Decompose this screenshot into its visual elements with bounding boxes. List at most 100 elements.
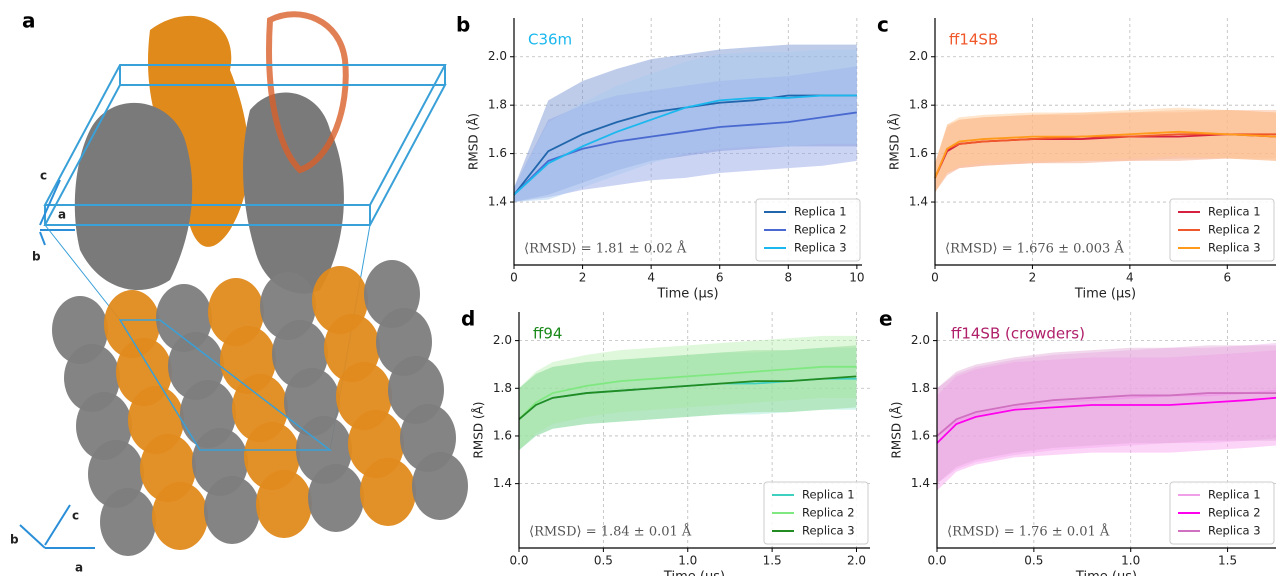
y-tick-label: 1.6 <box>909 146 928 160</box>
axis-line <box>513 18 862 266</box>
y-tick-label: 1.8 <box>909 98 928 112</box>
x-tick-label: 4 <box>1126 271 1134 285</box>
x-tick-label: 4 <box>647 271 655 285</box>
x-axis-label: Time (μs) <box>1075 570 1137 576</box>
y-axis-label: RMSD (Å) <box>889 402 904 459</box>
axis-label: c <box>72 509 79 523</box>
x-tick-label: 2 <box>579 271 587 285</box>
chart: e 1.4 1.6 1.8 2.0 0.0 0.5 1.0 1.5 ff14SB (crowder… <box>879 307 1277 576</box>
axis-label: a <box>75 561 83 575</box>
protein-top: c a b <box>32 11 447 451</box>
axis-line <box>934 18 1276 266</box>
chart: c 1.4 1.6 1.8 2.0 0 2 4 6 ff14SB ⟨RMSD⟩ = 1.676 ± … <box>877 13 1277 302</box>
chart-title: C36m <box>528 31 572 49</box>
legend-label: Replica 2 <box>802 506 855 520</box>
y-tick-label: 2.0 <box>911 333 930 347</box>
chart-title: ff94 <box>533 325 562 343</box>
error-band <box>935 107 1276 193</box>
y-tick-label: 1.6 <box>488 146 507 160</box>
legend-label: Replica 3 <box>1208 524 1261 538</box>
x-axis-label: Time (μs) <box>663 570 725 576</box>
axis-label: b <box>10 533 19 547</box>
axis-label: b <box>32 250 41 264</box>
chart: d 1.4 1.6 1.8 2.0 0.0 0.5 1.0 1.5 2.0 ff94 ⟨RMSD⟩ =… <box>461 307 870 576</box>
axis-label: c <box>40 169 47 183</box>
orange-protein <box>148 15 249 247</box>
series-line <box>934 130 1277 179</box>
axis-line <box>936 312 1276 549</box>
gray-protein <box>243 92 344 294</box>
y-tick-label: 2.0 <box>909 49 928 63</box>
x-tick-label: 0.5 <box>594 554 613 568</box>
chart: b 1.4 1.6 1.8 2.0 0 2 4 6 8 10 C36m ⟨RMSD⟩ = 1.81 ± … <box>456 13 864 302</box>
y-axis-label: RMSD (Å) <box>466 113 481 170</box>
legend-box <box>755 198 861 262</box>
legend-label: Replica 1 <box>794 205 847 219</box>
error-band <box>937 345 1276 484</box>
orange-protein <box>256 470 312 538</box>
x-tick-label: 2 <box>1029 271 1037 285</box>
axis-arrows <box>19 504 95 549</box>
error-band <box>935 110 1276 193</box>
legend-label: Replica 3 <box>802 524 855 538</box>
annotation: ⟨RMSD⟩ = 1.84 ± 0.01 Å <box>529 524 692 540</box>
error-band <box>514 44 857 203</box>
legend-label: Replica 3 <box>1208 241 1261 255</box>
legend-label: Replica 3 <box>794 241 847 255</box>
y-tick-label: 1.8 <box>488 98 507 112</box>
chart-title: ff14SB <box>949 31 998 49</box>
series-line <box>518 375 857 420</box>
axis-label: a <box>58 208 66 222</box>
x-tick-label: 6 <box>1223 271 1231 285</box>
panel-label: e <box>879 307 893 331</box>
error-band <box>935 110 1276 193</box>
chart-title: ff14SB (crowders) <box>951 325 1085 343</box>
x-tick-label: 0 <box>931 271 939 285</box>
legend-label: Replica 1 <box>1208 205 1261 219</box>
x-tick-label: 6 <box>716 271 724 285</box>
legend-label: Replica 2 <box>1208 223 1261 237</box>
legend-box <box>1169 198 1275 262</box>
series-line <box>936 392 1276 437</box>
y-tick-label: 1.8 <box>493 381 512 395</box>
error-band <box>514 66 857 203</box>
legend-label: Replica 1 <box>802 488 855 502</box>
error-band <box>519 347 857 451</box>
legend-label: Replica 2 <box>794 223 847 237</box>
x-tick-label: 8 <box>784 271 792 285</box>
legend-box <box>763 481 869 545</box>
y-axis-label: RMSD (Å) <box>471 402 486 459</box>
gray-protein <box>204 476 260 544</box>
series-line <box>934 133 1276 179</box>
orange-protein <box>152 482 208 550</box>
series-line <box>936 396 1277 444</box>
y-tick-label: 1.6 <box>493 428 512 442</box>
series-line <box>936 389 1277 437</box>
gray-protein <box>308 464 364 532</box>
y-tick-label: 2.0 <box>488 49 507 63</box>
x-axis-label: Time (μs) <box>1074 287 1136 302</box>
gray-protein <box>412 452 468 520</box>
panel-label: c <box>877 13 889 37</box>
ribbon-protein <box>266 11 349 174</box>
y-tick-label: 1.4 <box>909 195 928 209</box>
x-tick-label: 1.5 <box>763 554 782 568</box>
x-tick-label: 10 <box>849 271 864 285</box>
error-band <box>519 345 857 451</box>
x-tick-label: 0.0 <box>927 554 946 568</box>
legend-label: Replica 1 <box>1208 488 1261 502</box>
y-tick-label: 1.4 <box>911 476 930 490</box>
y-tick-label: 1.4 <box>493 476 512 490</box>
x-tick-label: 0.5 <box>1024 554 1043 568</box>
error-band <box>937 350 1276 491</box>
x-tick-label: 1.0 <box>678 554 697 568</box>
annotation: ⟨RMSD⟩ = 1.676 ± 0.003 Å <box>945 241 1124 257</box>
error-band <box>514 49 857 203</box>
x-tick-label: 2.0 <box>847 554 866 568</box>
y-tick-label: 2.0 <box>493 333 512 347</box>
x-tick-label: 0 <box>510 271 518 285</box>
series-line <box>518 365 857 420</box>
y-tick-label: 1.6 <box>911 428 930 442</box>
y-tick-label: 1.4 <box>488 195 507 209</box>
